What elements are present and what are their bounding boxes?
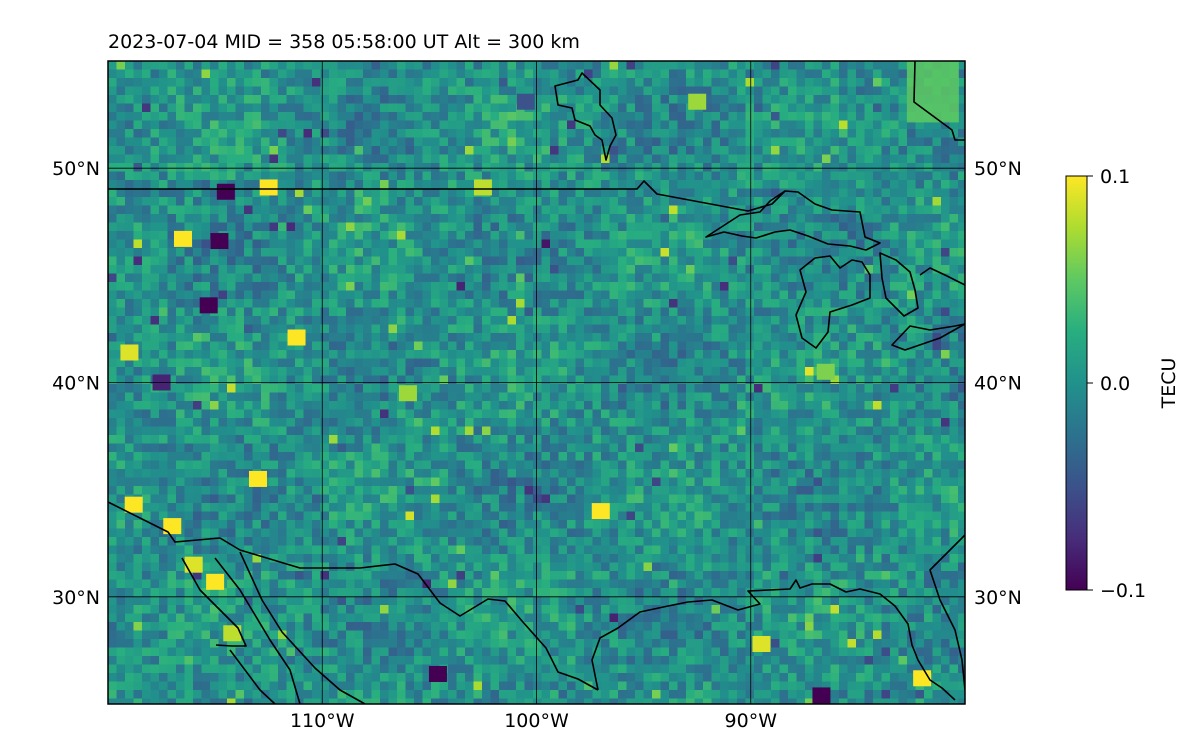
tec-anomaly (428, 665, 447, 682)
tec-anomaly (287, 329, 306, 346)
tec-anomaly (124, 496, 143, 513)
tec-anomaly (163, 518, 182, 535)
map-panel (107, 60, 966, 705)
tec-anomaly (398, 385, 417, 402)
gulf-of-california-east (214, 557, 301, 704)
tec-anomaly (688, 93, 707, 110)
lat-tick-label-right: 30°N (974, 587, 1022, 609)
tec-anomaly (812, 687, 831, 704)
tec-anomaly (591, 503, 610, 520)
colorbar-tick-label: −0.1 (1100, 580, 1146, 602)
tec-anomaly (206, 573, 225, 590)
baja-california (181, 557, 247, 647)
lat-tick-label-right: 40°N (974, 373, 1022, 395)
tec-anomaly (184, 556, 203, 573)
tec-anomaly (816, 363, 835, 380)
colorbar-ticks: 0.1 0.0 −0.1 (1087, 166, 1146, 602)
tec-anomaly (120, 344, 139, 361)
colorbar-tick-label: 0.0 (1100, 373, 1130, 395)
lake-superior (705, 190, 881, 251)
mexico-us-border (108, 501, 599, 691)
lake-winnipeg (554, 72, 617, 161)
florida-atlantic-coast (929, 534, 965, 691)
lon-tick-label: 90°W (725, 710, 778, 732)
lake-erie-ontario (891, 323, 965, 351)
tec-anomaly (210, 233, 229, 250)
map-gridlines (108, 61, 965, 704)
lat-tick-label-right: 50°N (974, 158, 1022, 180)
tec-anomaly (752, 635, 771, 652)
lake-michigan (795, 255, 871, 349)
colorbar-gradient (1065, 175, 1088, 591)
us-canada-border (108, 180, 786, 212)
tec-field-texture (108, 61, 965, 704)
tec-anomalies (120, 61, 959, 704)
map-frame (107, 60, 966, 705)
georgian-bay-shore (919, 267, 965, 286)
lake-huron (879, 252, 919, 317)
hudson-bay-coast (913, 61, 965, 141)
tec-anomaly (259, 179, 278, 196)
lat-tick-label-left: 40°N (52, 373, 100, 395)
tec-anomaly (248, 470, 267, 487)
lat-tick-label-left: 50°N (52, 158, 100, 180)
tec-anomaly (473, 179, 492, 196)
pacific-mexico (229, 649, 276, 704)
tec-anomaly (216, 183, 235, 200)
lon-tick-label: 100°W (504, 710, 569, 732)
colorbar-label: TECU (1158, 358, 1180, 410)
coastlines-and-borders (108, 61, 965, 704)
tec-anomaly (516, 93, 535, 110)
lat-tick-label-left: 30°N (52, 587, 100, 609)
lon-tick-label: 110°W (290, 710, 355, 732)
axis-labels: 110°W 100°W 90°W 30°N 30°N 40°N 40°N 50°N 50°N (52, 158, 1022, 732)
gulf-coast (591, 579, 956, 701)
colorbar: 0.1 0.0 −0.1 TECU (1065, 166, 1180, 602)
tec-anomaly (223, 625, 242, 642)
tec-anomaly (173, 230, 192, 247)
tec-anomaly (199, 297, 218, 314)
mainland-mexico-west (239, 551, 366, 704)
colorbar-tick-label: 0.1 (1100, 166, 1130, 188)
map-title: 2023-07-04 MID = 358 05:58:00 UT Alt = 3… (108, 31, 580, 53)
